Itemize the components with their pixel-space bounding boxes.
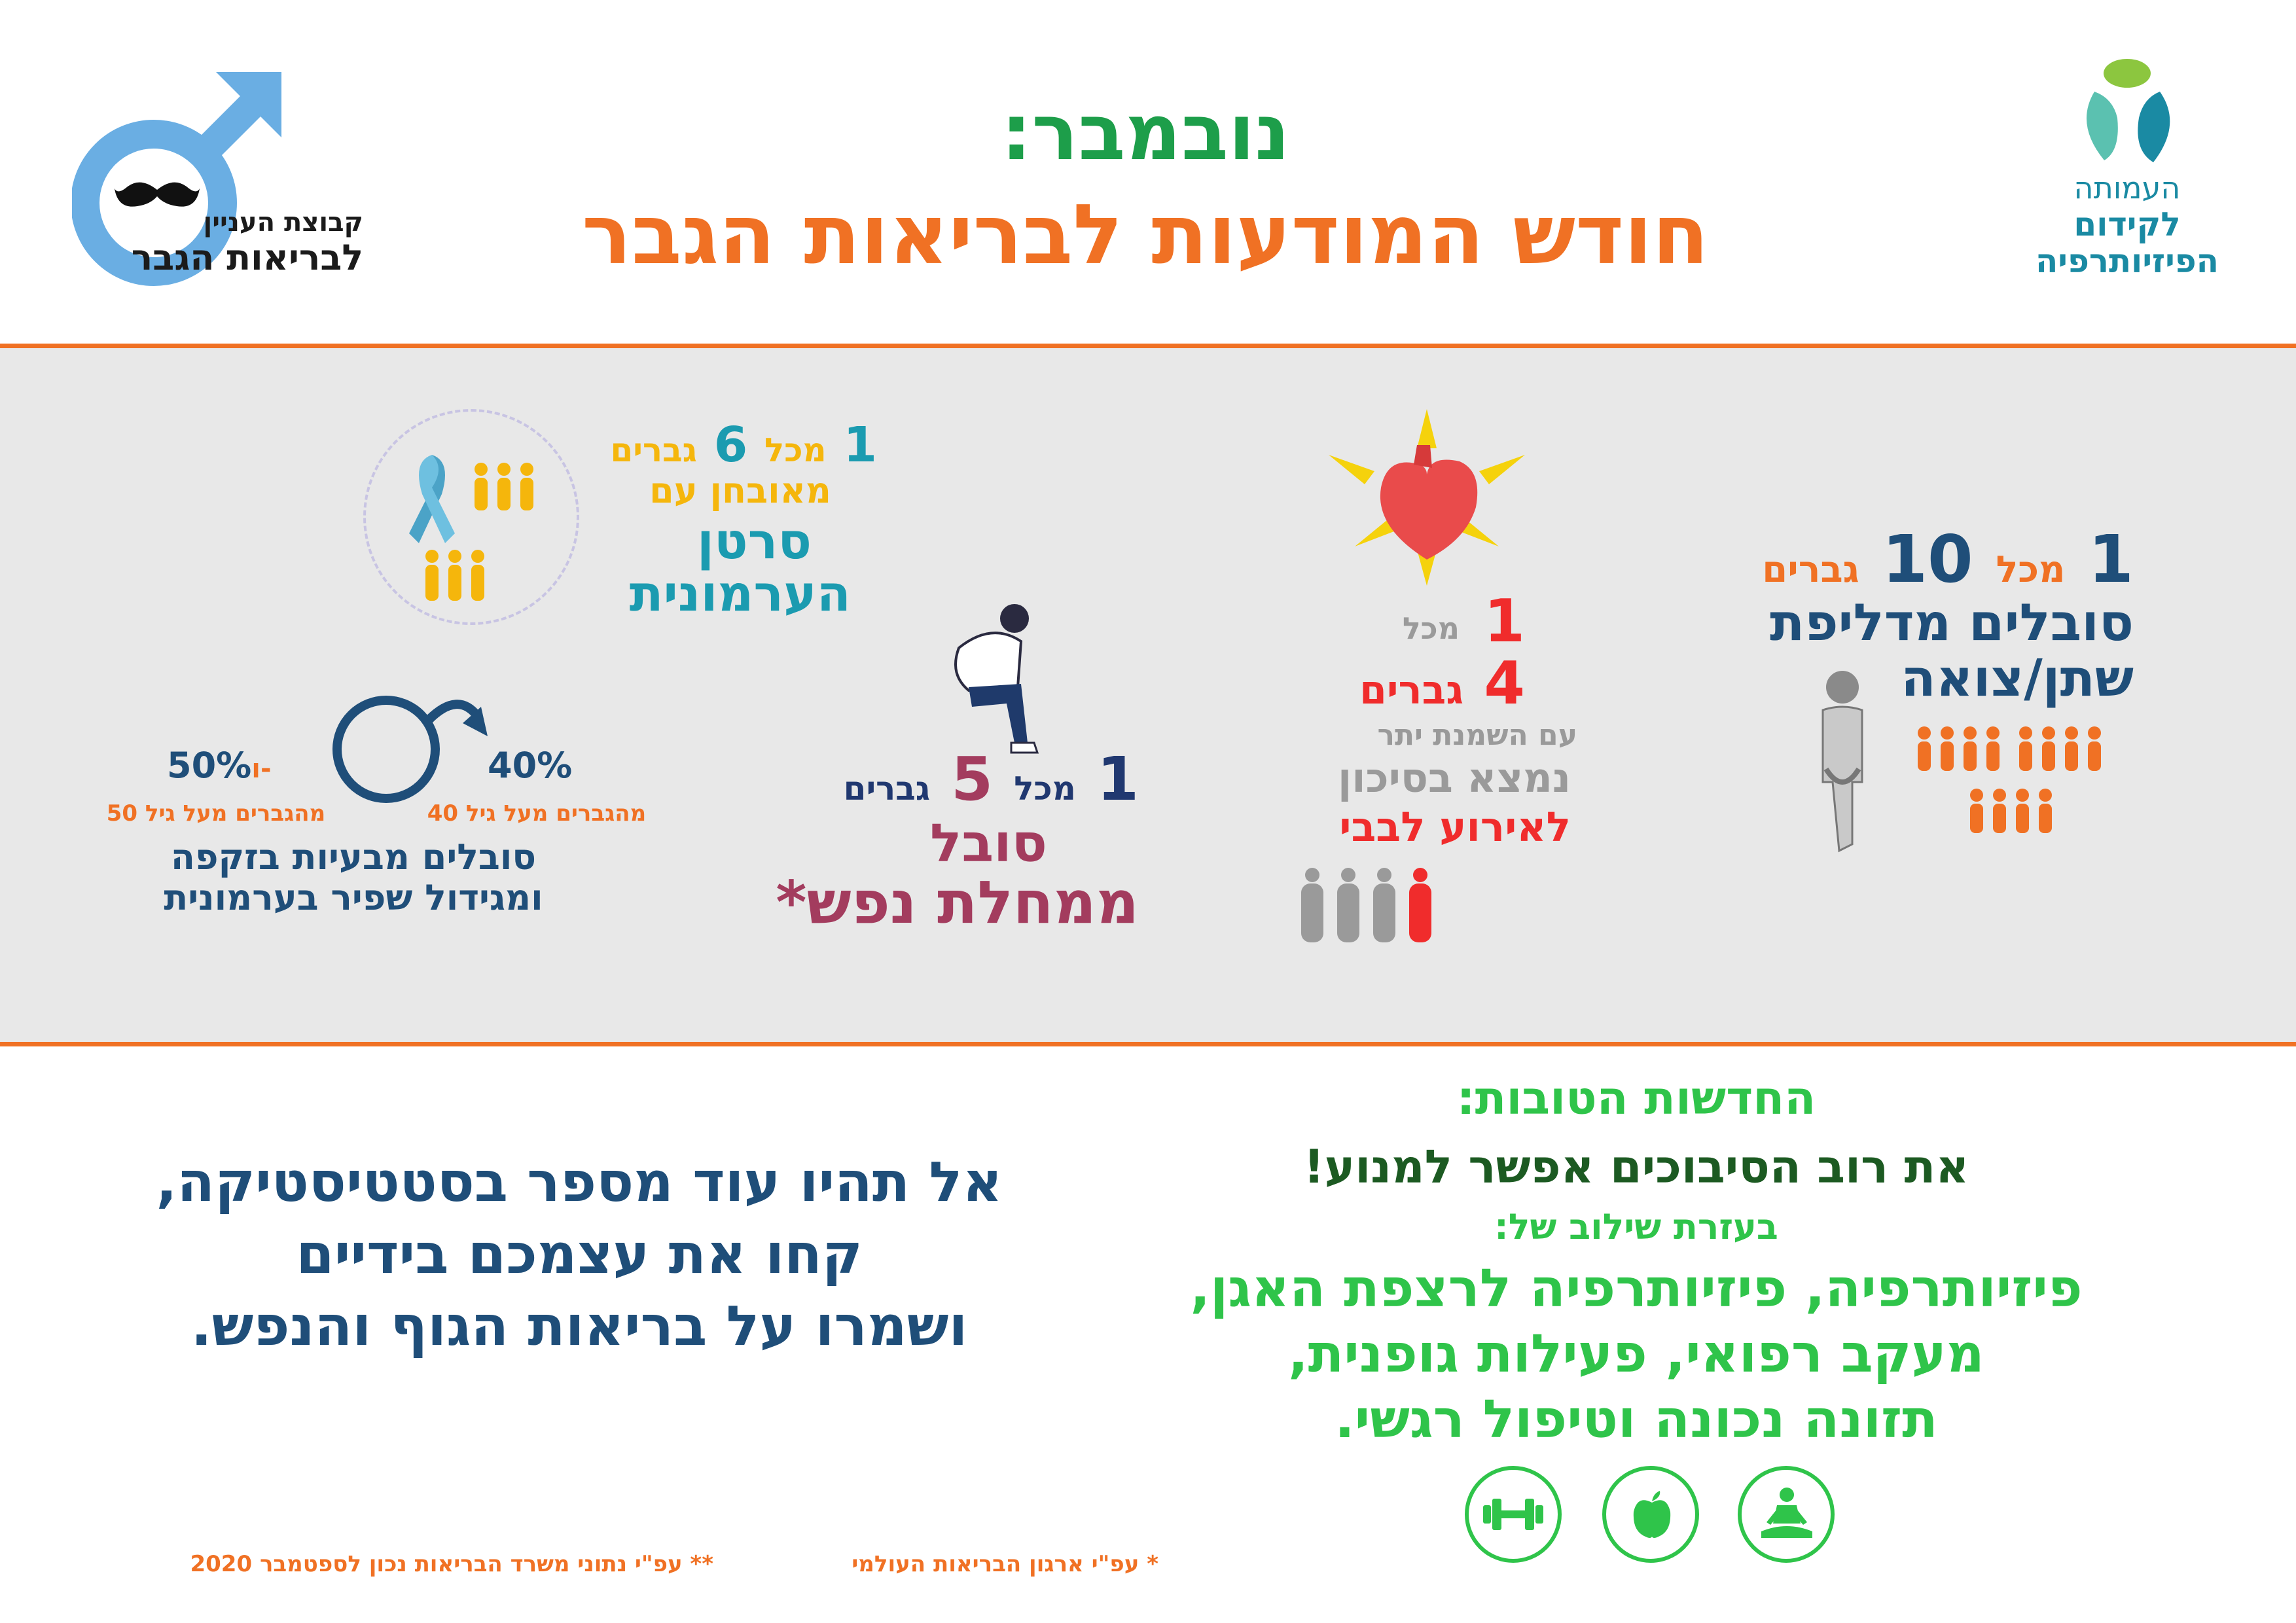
- stat-men: גברים: [1359, 668, 1464, 713]
- footnote-star: *: [776, 868, 807, 937]
- call-to-action: אל תהיו עוד מספר בסטטיסטיקה, קחו את עצמכ…: [98, 1152, 1060, 1374]
- stat-count: 1: [2088, 521, 2134, 597]
- logo-text-1: העמותה: [2073, 170, 2181, 205]
- stat-incontinence-line2: סובלים מדליפת: [1769, 594, 2134, 652]
- erectile-line3: סובלים מבעיות בזקפה: [170, 836, 537, 878]
- footnote-2: ** עפ"י נתוני משרד הבריאות נכון לספטמבר …: [190, 1551, 713, 1577]
- stat-incontinence-headline: 1 מכל 10 גברים: [1762, 524, 2134, 596]
- emotional-icon-circle: [1738, 1466, 1835, 1563]
- stat-prostate-line4: הערמונית: [629, 564, 851, 622]
- stat-men: גברים: [1762, 548, 1859, 591]
- stat-heart: 1 מכל 4 גברים עם השמנת יתר נמצא בסיכון ל…: [1270, 589, 1584, 864]
- good-news: החדשות הטובות: את רוב הסיבוכים אפשר למנו…: [1113, 1071, 2160, 1450]
- erectile-pct1: 40%: [488, 745, 573, 786]
- erectile-pct2-wrap: 50%ו-: [167, 746, 272, 785]
- people-group-icon: [1918, 726, 2101, 833]
- dumbbell-icon: [1483, 1499, 1543, 1530]
- stat-prostate-line2: מאובחן עם: [649, 470, 831, 511]
- logo-figure-icon: [2087, 59, 2170, 162]
- stat-incontinence: 1 מכל 10 גברים סובלים מדליפת שתן/צואה: [1715, 524, 2134, 864]
- erectile-and: ו-: [251, 754, 272, 784]
- ribbon-circle: [363, 409, 579, 625]
- stat-prostate-line3: סרטן: [696, 512, 812, 570]
- stat-prostate-headline: 1 מכל 6 גברים: [610, 417, 878, 473]
- apple-icon: [1633, 1491, 1671, 1538]
- meditation-icon: [1761, 1488, 1812, 1538]
- stat-heart-line5: לאירוע לבבי: [1339, 803, 1571, 851]
- cta-line3: ושמרו על בריאות הגוף והנפש.: [190, 1294, 968, 1358]
- stat-total: 10: [1882, 521, 1973, 597]
- good-news-title: החדשות הטובות:: [1456, 1071, 1816, 1125]
- nutrition-icon-circle: [1602, 1466, 1699, 1563]
- stat-total: 6: [713, 417, 748, 473]
- stat-of: מכל: [764, 431, 827, 469]
- group-label-2: לבריאות הגבר: [131, 237, 363, 278]
- ribbon-icon: [409, 455, 455, 543]
- stat-count: 1: [843, 417, 878, 473]
- page-title-month: נובמבר:: [1001, 87, 1290, 177]
- footnote-1: * עפ"י ארגון הבריאות העולמי: [852, 1551, 1158, 1577]
- good-news-subtitle: את רוב הסיבוכים אפשר למנוע!: [1303, 1140, 1969, 1194]
- stat-incontinence-line3: שתן/צואה: [1901, 649, 2134, 708]
- stat-of: מכל: [1996, 548, 2066, 591]
- incontinence-figure-icon: [1821, 671, 1863, 853]
- good-news-line1: פיזיותרפיה, פיזיותרפיה לרצפת האגן,: [1190, 1258, 2083, 1319]
- overweight-men-icon: [1301, 868, 1431, 942]
- stat-mental-text: ממחלת נפש: [806, 868, 1139, 937]
- association-logo: העמותה לקידום הפיזיותרפיה: [2029, 52, 2225, 288]
- cta-line2: קחו את עצמכם בידיים: [296, 1222, 863, 1286]
- good-news-with: בעזרת שילוב של:: [1494, 1206, 1778, 1247]
- stat-mental: 1 מכל 5 גברים סובל ממחלת נפש*: [759, 746, 1139, 955]
- group-label-1: קבוצת העניין: [203, 207, 363, 238]
- male-symbol-icon: [72, 72, 281, 286]
- logo-text-3: הפיזיותרפיה: [2035, 242, 2219, 280]
- erectile-pct2-desc: מהגברים מעל גיל 50: [106, 800, 326, 827]
- stat-mental-line3: ממחלת נפש*: [776, 870, 1139, 935]
- stat-total: 5: [951, 744, 994, 814]
- stat-mental-line2: סובל: [929, 813, 1047, 874]
- stat-prostate-cancer: 1 מכל 6 גברים מאובחן עם סרטן הערמונית: [576, 417, 878, 628]
- good-news-line2: מעקב רפואי, פעילות גופנית,: [1288, 1323, 1984, 1384]
- good-news-line3: תזונה נכונה וטיפול רגשי.: [1335, 1389, 1938, 1450]
- header: העמותה לקידום הפיזיותרפיה נובמבר: חודש ה…: [0, 0, 2296, 344]
- stat-total: 4: [1484, 649, 1525, 718]
- stat-mental-headline: 1 מכל 5 גברים: [844, 746, 1139, 812]
- stat-of: מכל: [1014, 770, 1076, 808]
- stat-heart-count: 1: [1484, 587, 1525, 656]
- stat-heart-line4: נמצא בסיכון: [1337, 754, 1571, 802]
- erectile-pct2: 50%: [167, 745, 252, 786]
- people-group-yellow-icon: [425, 463, 533, 601]
- stat-heart-line3: עם השמנת יתר: [1377, 719, 1577, 752]
- mustache-icon: [115, 182, 200, 207]
- stat-men: גברים: [610, 431, 697, 469]
- heart-icon: [1329, 409, 1525, 586]
- logo-text-2: לקידום: [2073, 205, 2181, 243]
- stat-heart-headline: 4 גברים: [1359, 651, 1525, 716]
- erectile-pct1-desc: מהגברים מעל גיל 40: [427, 800, 647, 827]
- stat-men: גברים: [843, 770, 931, 808]
- thinking-man-icon: [954, 604, 1039, 754]
- erectile-line4: ומגידול שפיר בערמונית: [164, 877, 543, 918]
- stat-heart-of: מכל: [1402, 611, 1460, 646]
- interest-group-logo: קבוצת העניין לבריאות הגבר: [72, 72, 380, 288]
- stat-count: 1: [1096, 744, 1139, 814]
- exercise-icon-circle: [1465, 1466, 1562, 1563]
- cta-line1: אל תהיו עוד מספר בסטטיסטיקה,: [156, 1150, 1003, 1214]
- male-symbol-small-icon: [332, 696, 488, 803]
- page-title: חודש המודעות לבריאות הגבר: [582, 187, 1709, 283]
